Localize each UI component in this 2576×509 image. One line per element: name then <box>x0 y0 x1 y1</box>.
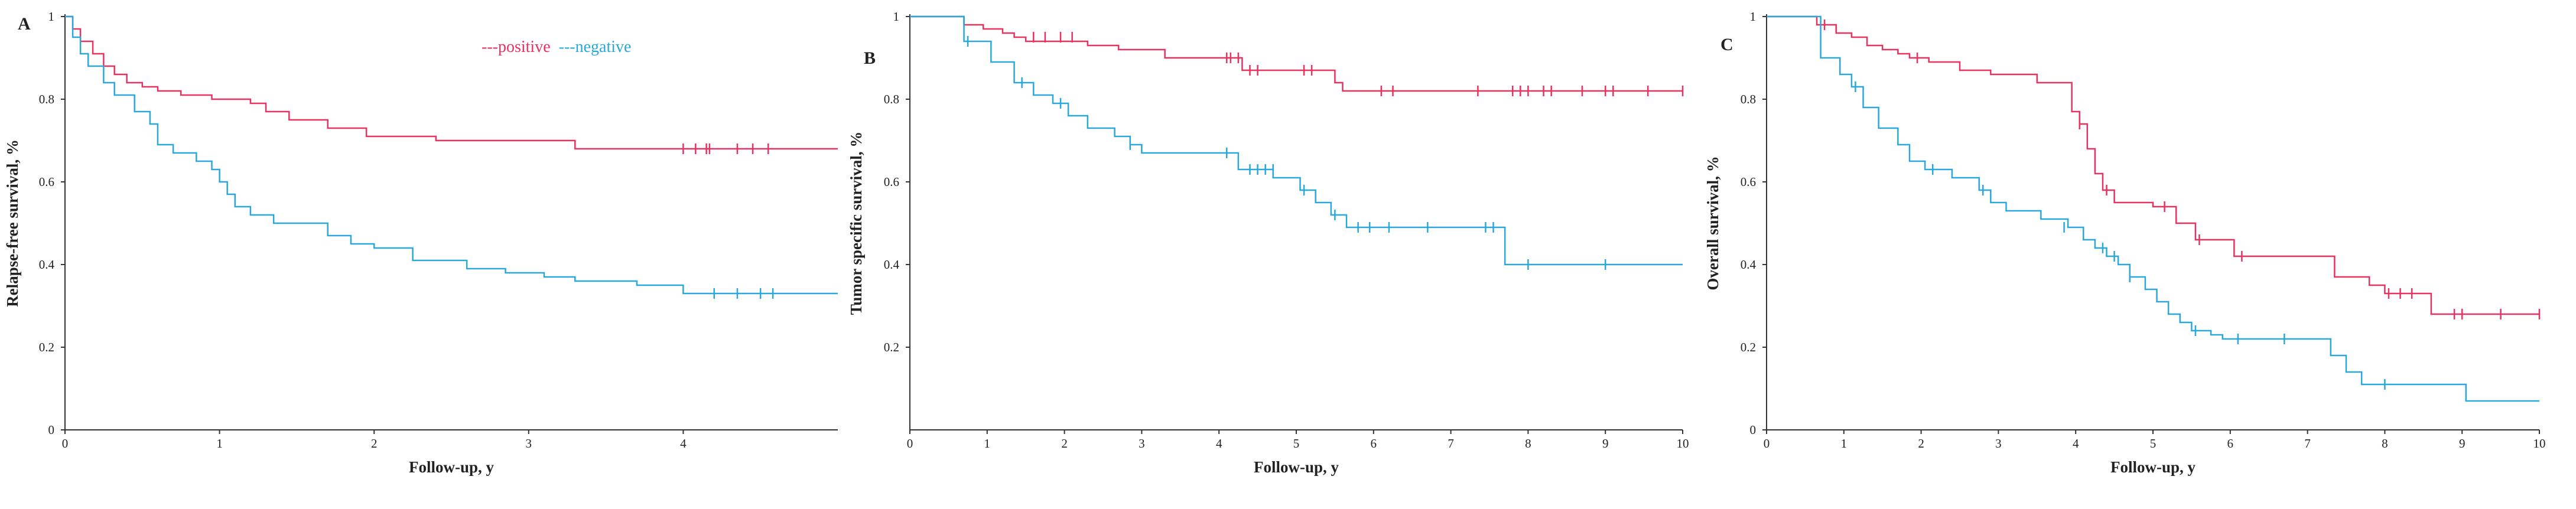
panel-letter: C <box>1720 35 1733 54</box>
y-tick-label: 0.8 <box>884 92 899 106</box>
x-tick-label: 9 <box>2459 436 2466 451</box>
panel-letter: B <box>864 48 876 68</box>
x-tick-label: 4 <box>2073 436 2079 451</box>
y-tick-label: 0.4 <box>884 257 900 272</box>
y-axis-label: Tumor specific survival, % <box>847 132 865 315</box>
x-axis-label: Follow-up, y <box>409 458 495 476</box>
y-tick-label: 0.2 <box>39 340 54 354</box>
x-tick-label: 4 <box>680 436 687 451</box>
x-tick-label: 9 <box>1602 436 1609 451</box>
panel-letter: A <box>18 14 31 34</box>
y-tick-label: 0.4 <box>39 257 55 272</box>
series-line-negative <box>65 15 838 295</box>
x-tick-label: 1 <box>1841 436 1848 451</box>
x-tick-label: 1 <box>984 436 991 451</box>
y-tick-label: 1 <box>893 9 900 24</box>
y-tick-label: 0 <box>1750 423 1757 437</box>
y-tick-label: 0.4 <box>1741 257 1757 272</box>
x-tick-label: 3 <box>1995 436 2002 451</box>
legend: ---positive ---negative <box>482 38 631 56</box>
x-tick-label: 0 <box>907 436 913 451</box>
x-tick-label: 6 <box>1371 436 1377 451</box>
x-tick-label: 2 <box>1061 436 1068 451</box>
x-tick-label: 10 <box>1677 436 1689 451</box>
y-tick-label: 0.8 <box>39 92 54 106</box>
series-line-positive <box>910 15 1683 92</box>
y-tick-label: 0 <box>48 423 55 437</box>
y-tick-label: 0.6 <box>884 175 899 189</box>
y-tick-label: 0.8 <box>1741 92 1756 106</box>
x-tick-label: 3 <box>526 436 532 451</box>
y-tick-label: 1 <box>1750 9 1757 24</box>
x-tick-label: 7 <box>1448 436 1454 451</box>
x-tick-label: 5 <box>2150 436 2157 451</box>
y-tick-label: 0.6 <box>1741 175 1756 189</box>
x-tick-label: 1 <box>216 436 223 451</box>
x-tick-label: 10 <box>2533 436 2546 451</box>
y-tick-label: 0.2 <box>1741 340 1756 354</box>
y-tick-label: 1 <box>48 9 55 24</box>
x-tick-label: 0 <box>62 436 69 451</box>
x-tick-label: 2 <box>1918 436 1924 451</box>
x-tick-label: 7 <box>2304 436 2311 451</box>
x-axis-label: Follow-up, y <box>1254 458 1339 476</box>
x-tick-label: 2 <box>371 436 378 451</box>
x-tick-label: 4 <box>1216 436 1222 451</box>
x-tick-label: 8 <box>2382 436 2388 451</box>
x-tick-label: 3 <box>1139 436 1145 451</box>
series-line-negative <box>1767 15 2539 402</box>
legend-negative: ---negative <box>559 38 632 56</box>
x-axis-label: Follow-up, y <box>2110 458 2196 476</box>
x-tick-label: 8 <box>1525 436 1531 451</box>
panel-b: 0 1 2 3 4 5 6 7 8 9 10 0.2 0.4 0.6 0.8 1 B Follow-up, y Tu… <box>847 9 1689 476</box>
x-tick-label: 0 <box>1764 436 1770 451</box>
y-tick-label: 0.6 <box>39 175 54 189</box>
y-tick-label: 0.2 <box>884 340 899 354</box>
panel-c: 0 1 2 3 4 5 6 7 8 9 10 0 0.2 0.4 0.6 0.8 1 C Follow-up, y O… <box>1704 9 2546 476</box>
y-axis-label: Overall survival, % <box>1704 156 1722 290</box>
x-tick-label: 5 <box>1293 436 1300 451</box>
y-axis-label: Relapse-free survival, % <box>4 139 21 307</box>
legend-positive: ---positive <box>482 38 551 56</box>
panel-a: 0 1 2 3 4 0 0.2 0.4 0.6 0.8 1 A Follow-up, y Relapse-… <box>4 9 838 476</box>
x-tick-label: 6 <box>2227 436 2234 451</box>
series-line-positive <box>65 15 838 150</box>
